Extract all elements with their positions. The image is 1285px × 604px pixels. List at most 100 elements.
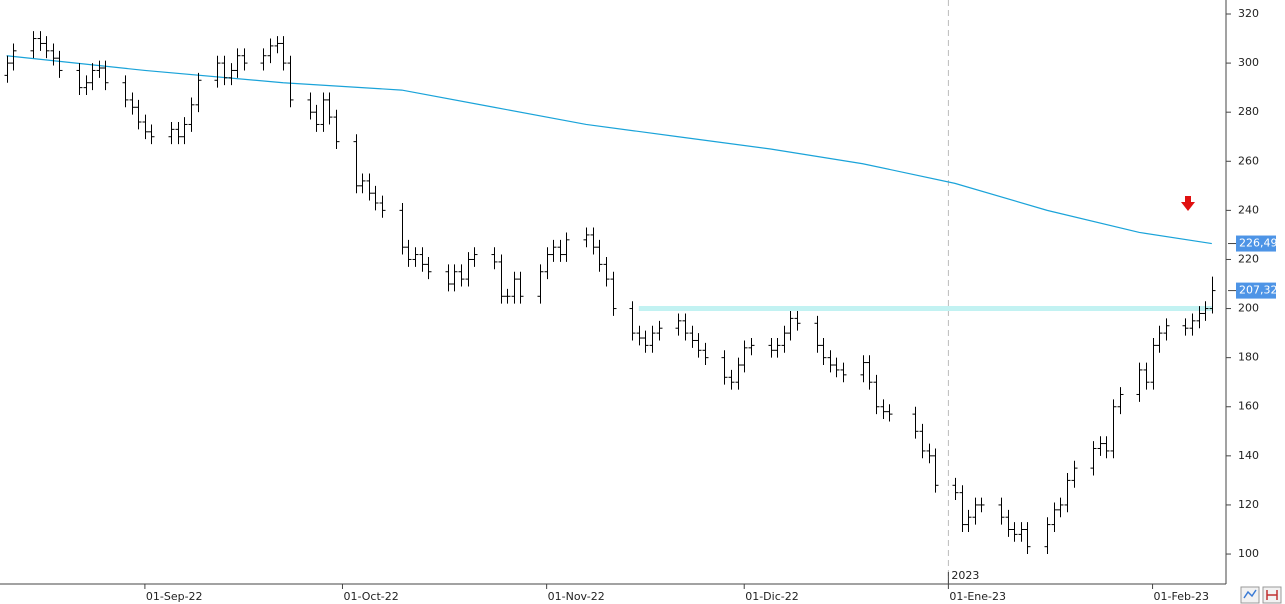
ohlc-bar [1202,301,1209,321]
ohlc-bar [142,114,149,140]
ohlc-bar [998,497,1005,525]
ohlc-bar [629,301,636,341]
ohlc-bar [919,423,926,459]
ohlc-bar [689,325,696,348]
ohlc-bar [148,124,155,145]
ohlc-bar [89,63,96,91]
ohlc-bar [1117,387,1124,415]
ohlc-bar [221,55,228,86]
ohlc-bar [748,338,755,356]
ohlc-bar [537,264,544,304]
ohlc-bar [735,357,742,390]
x-tick-label: 01-Ene-23 [949,590,1006,603]
ohlc-bar [965,509,972,532]
ohlc-bar [30,31,37,59]
ohlc-bar [675,313,682,336]
ohlc-bar [353,134,360,194]
ohlc-bar [188,97,195,132]
ohlc-bar [511,271,518,304]
price-label-box [1236,235,1276,252]
ohlc-bar [491,247,498,270]
ohlc-bar [866,355,873,390]
ohlc-bar [451,264,458,292]
ohlc-bar [642,330,649,353]
ohlc-bar [274,36,281,54]
moving-average-line [6,55,1212,245]
ohlc-bar [267,38,274,64]
ohlc-bar [1143,362,1150,390]
x-tick-label: 01-Feb-23 [1154,590,1209,603]
ohlc-bar [419,247,426,272]
ohlc-bar [926,443,933,464]
ohlc-bar [649,325,656,353]
y-tick-label: 240 [1238,203,1259,216]
corner-buttons[interactable] [1240,586,1282,604]
ohlc-bar [728,369,735,390]
x-tick-label: 01-Sep-22 [146,590,203,603]
ohlc-bar [260,48,267,71]
ohlc-bar [603,257,610,287]
ohlc-bar [1136,362,1143,402]
ohlc-bar [372,185,379,211]
ohlc-bar [412,247,419,267]
price-label: 207,32 [1239,284,1278,297]
ohlc-bar [287,55,294,108]
ohlc-bar [498,254,505,304]
y-tick-label: 320 [1238,7,1259,20]
y-tick-label: 160 [1238,400,1259,413]
y-tick-label: 100 [1238,547,1259,560]
ohlc-bar [1103,436,1110,459]
ohlc-bar [787,311,794,341]
y-tick-label: 200 [1238,302,1259,315]
ohlc-bar [517,271,524,304]
ohlc-bar [774,338,781,358]
ohlc-bar [820,338,827,366]
ohlc-bar [695,333,702,358]
ohlc-bar [978,497,985,513]
ohlc-bar [833,357,840,378]
ohlc-bar [814,315,821,353]
ohlc-bar [37,31,44,51]
ohlc-bar [794,311,801,331]
ohlc-bar [445,264,452,292]
y-tick-label: 120 [1238,498,1259,511]
ohlc-bar [129,92,136,115]
ohlc-bar [952,477,959,501]
ohlc-bar [50,43,57,66]
ohlc-bar [959,485,966,532]
ohlc-bar [1182,318,1189,336]
ohlc-bar [234,48,241,78]
ohlc-bar [228,63,235,86]
ohlc-bar [1150,338,1157,390]
ohlc-bar [702,342,709,366]
ohlc-bar [333,109,340,150]
ohlc-bar [320,92,327,132]
ohlc-bar [122,75,129,108]
ohlc-bar [195,72,202,113]
ohlc-bar [1011,522,1018,542]
ohlc-bar [465,252,472,287]
ohlc-bar [1209,276,1216,314]
price-label-box [1236,282,1276,299]
ohlc-bar [1005,509,1012,537]
ohlc-bar [590,227,597,255]
y-tick-label: 220 [1238,252,1259,265]
ohlc-bar [860,355,867,383]
ohlc-bar [1064,473,1071,513]
price-label: 226,49 [1239,237,1278,250]
ohlc-bar [544,247,551,280]
ohlc-bar [214,55,221,88]
ohlc-bar [4,55,11,83]
ohlc-bar [563,232,570,262]
ohlc-bar [43,36,50,59]
ohlc-bar [504,288,511,304]
ohlc-bar [1196,306,1203,329]
ohlc-bar [135,99,142,130]
ohlc-bar [175,122,182,145]
ohlc-bar [56,50,63,78]
ohlc-bar [76,63,83,95]
ohlc-bar [280,36,287,71]
ohlc-bar [932,448,939,493]
ohlc-bar [307,92,314,120]
